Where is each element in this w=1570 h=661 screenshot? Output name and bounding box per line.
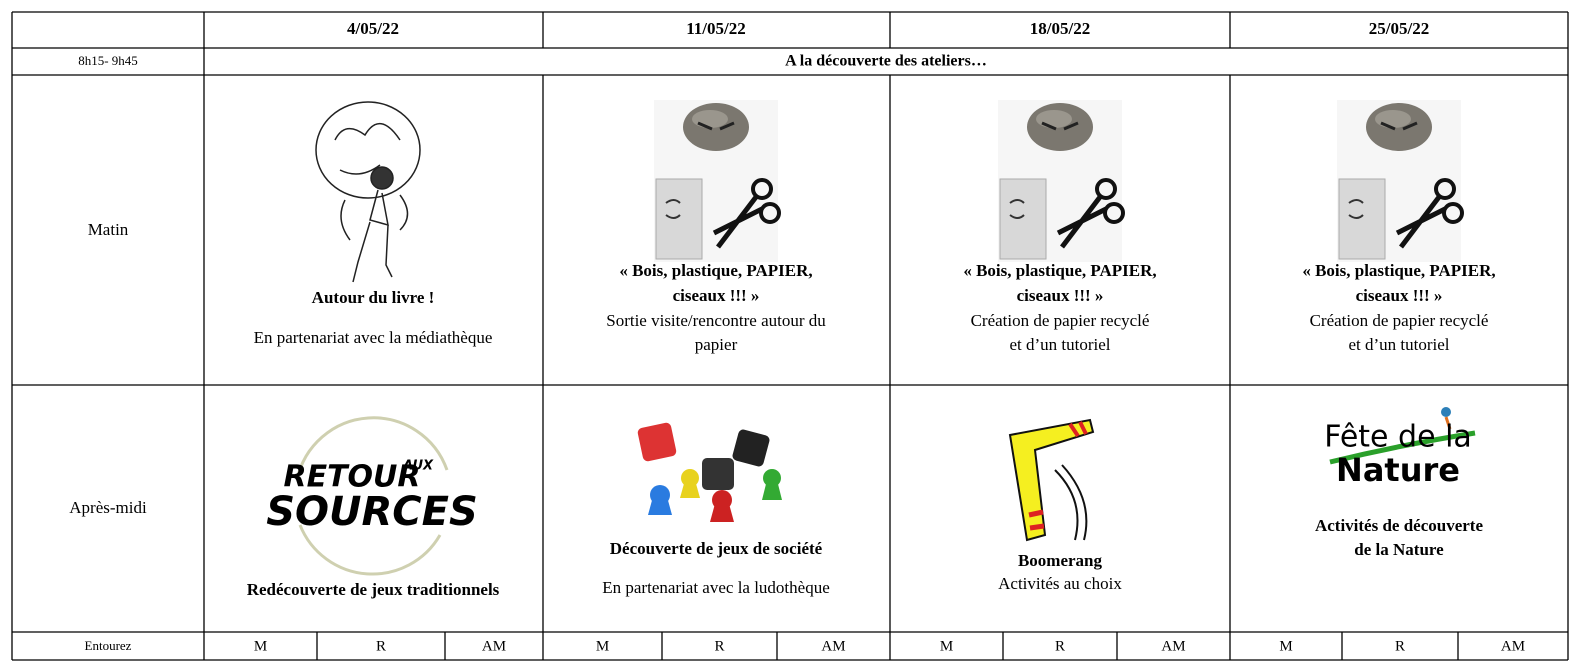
activity-title: de la Nature: [1354, 540, 1444, 559]
date-header: 18/05/22: [1030, 19, 1090, 38]
activity-title: « Bois, plastique, PAPIER,: [619, 261, 812, 280]
illustration-book: [315, 101, 421, 283]
logo-text: Fête de la: [1324, 420, 1472, 455]
activity-title: Redécouverte de jeux traditionnels: [247, 580, 500, 599]
illustration-paper: [998, 100, 1123, 262]
activity-text: et d’un tutoriel: [1009, 335, 1110, 354]
activity-title: « Bois, plastique, PAPIER,: [963, 261, 1156, 280]
activity-text: En partenariat avec la médiathèque: [254, 328, 493, 347]
choice-option: M: [940, 638, 953, 654]
activity-title: ciseaux !!! »: [1017, 286, 1104, 305]
activity-title: Autour du livre !: [312, 288, 435, 307]
illustration-dice: [637, 422, 782, 522]
logo-text: Nature: [1336, 451, 1460, 489]
time-label: 8h15- 9h45: [78, 53, 138, 68]
illustration-paper: [1337, 100, 1462, 262]
activity-title: Boomerang: [1018, 551, 1103, 570]
logo-text: RETOUR: [283, 460, 420, 495]
activity-text: Sortie visite/rencontre autour du: [606, 311, 826, 330]
logo-retour-aux-sources: [295, 416, 449, 576]
date-header: 4/05/22: [347, 19, 399, 38]
choice-option: R: [376, 638, 386, 654]
banner-text: A la découverte des ateliers…: [785, 53, 987, 70]
illustration-boomerang: [1008, 418, 1095, 542]
choice-option: M: [596, 638, 609, 654]
activity-text: papier: [695, 335, 738, 354]
logo-fete-nature: [1329, 407, 1476, 465]
choice-option: R: [1055, 638, 1065, 654]
choice-option: AM: [1501, 638, 1525, 654]
activity-text: Création de papier recyclé: [971, 311, 1150, 330]
row-label: Entourez: [85, 638, 132, 653]
table-grid: [11, 11, 1569, 661]
logo-text: SOURCES: [266, 489, 478, 535]
activity-text: En partenariat avec la ludothèque: [602, 578, 830, 597]
row-label: Après-midi: [69, 498, 147, 517]
activity-text: Création de papier recyclé: [1310, 311, 1489, 330]
choice-option: AM: [821, 638, 845, 654]
activity-title: Activités de découverte: [1315, 516, 1484, 535]
activity-title: ciseaux !!! »: [1356, 286, 1443, 305]
choice-option: R: [714, 638, 724, 654]
choice-option: M: [1279, 638, 1292, 654]
date-header: 11/05/22: [686, 19, 746, 38]
activity-text: Activités au choix: [998, 574, 1122, 593]
logo-text: AUX: [402, 459, 434, 474]
illustration-paper: [654, 100, 779, 262]
activity-title: Découverte de jeux de société: [610, 539, 823, 558]
choice-option: AM: [1161, 638, 1185, 654]
choice-option: R: [1395, 638, 1405, 654]
activity-title: ciseaux !!! »: [673, 286, 760, 305]
activity-text: et d’un tutoriel: [1348, 335, 1449, 354]
choice-option: M: [254, 638, 267, 654]
row-label: Matin: [88, 220, 129, 239]
choice-option: AM: [482, 638, 506, 654]
date-header: 25/05/22: [1369, 19, 1429, 38]
activity-title: « Bois, plastique, PAPIER,: [1302, 261, 1495, 280]
